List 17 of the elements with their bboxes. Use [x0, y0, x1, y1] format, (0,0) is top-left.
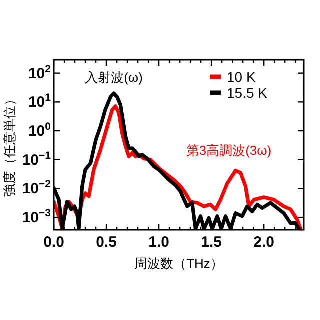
y-tick-label: 10$^{−1}$: [22, 150, 52, 169]
y-tick-label: 10$^{0}$: [28, 121, 52, 140]
annotation: 第3高調波(3ω): [186, 143, 272, 158]
legend-label: 10 K: [227, 69, 256, 85]
x-axis-title: 周波数（THz）: [134, 256, 224, 271]
y-tick-label: 10$^{2}$: [28, 63, 52, 82]
annotation: 入射波(ω): [85, 70, 143, 85]
y-tick-label: 10$^{−2}$: [22, 178, 52, 198]
x-tick-label: 1.5: [201, 234, 222, 251]
x-tick-label: 0.5: [96, 234, 117, 251]
x-tick-label: 0.0: [44, 234, 64, 251]
x-tick-label: 2.0: [254, 234, 275, 251]
y-tick-label: 10$^{−3}$: [22, 208, 52, 227]
x-tick-label: 1.0: [148, 234, 170, 251]
y-tick-label: 10$^{1}$: [28, 92, 52, 112]
legend-label: 15.5 K: [227, 85, 268, 101]
y-axis-title: 強度（任意単位）: [2, 93, 17, 197]
